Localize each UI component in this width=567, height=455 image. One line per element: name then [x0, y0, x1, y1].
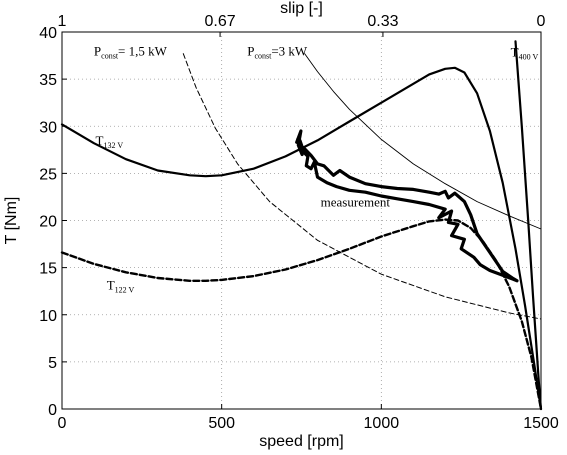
annotation-label: T122 V: [107, 277, 135, 294]
grid: [61, 31, 542, 410]
annotation-main: T: [511, 45, 519, 60]
y-tick-label: 40: [39, 25, 57, 42]
annotation-main: T: [107, 277, 115, 292]
annotation-subscript: 122 V: [115, 285, 135, 294]
annotation-label: T132 V: [96, 133, 124, 150]
annotation-main: T: [96, 133, 104, 148]
annotation-main: P: [247, 44, 254, 59]
y-tick-label: 5: [48, 355, 57, 372]
series-t-400v: [514, 40, 543, 411]
x-axis-title: speed [rpm]: [259, 433, 343, 450]
y-tick-label: 30: [39, 119, 57, 136]
annotation-main: P: [94, 44, 101, 59]
series-p-const-3kw: [304, 53, 542, 230]
annotation-main: measurement: [321, 194, 391, 209]
x-tick-label: 500: [208, 415, 235, 432]
series-measurement: [295, 129, 519, 283]
series-t-132v: [60, 66, 543, 411]
y-tick-label: 10: [39, 308, 57, 325]
top-axis-title: slip [-]: [280, 0, 323, 17]
y-axis-title: T [Nm]: [3, 197, 20, 245]
x-tick-label: 0: [58, 415, 67, 432]
series-p-const-1-5kw: [182, 53, 542, 320]
annotation-subscript: const: [254, 52, 272, 61]
annotation-subscript: 132 V: [103, 141, 123, 150]
top-tick-label: 1: [58, 13, 67, 30]
ticks: 0 500 1000 1500 0 5 10 15 20 25 30 35 401 0.67 0.33 0: [39, 13, 559, 432]
x-tick-label: 1000: [364, 415, 400, 432]
annotation-subscript: const: [101, 52, 119, 61]
annotation-label: Pconst=3 kW: [247, 44, 308, 61]
y-tick-label: 0: [48, 402, 57, 419]
annotation-label: measurement: [321, 194, 391, 209]
annotation-label: T400 V: [511, 45, 539, 62]
y-tick-label: 15: [39, 261, 57, 278]
y-tick-label: 20: [39, 214, 57, 231]
top-tick-label: 0: [537, 13, 546, 30]
x-tick-label: 1500: [523, 415, 559, 432]
top-tick-label: 0.33: [367, 13, 398, 30]
annotation-subscript: 400 V: [519, 53, 539, 62]
y-tick-label: 25: [39, 166, 57, 183]
annotation-rest: =3 kW: [271, 44, 308, 59]
y-tick-label: 35: [39, 72, 57, 89]
plot-frame: [61, 31, 542, 410]
top-tick-label: 0.67: [204, 13, 235, 30]
series-group: [60, 40, 543, 411]
annotation-rest: = 1,5 kW: [118, 44, 168, 59]
series-t-122v: [60, 218, 543, 411]
annotation-label: Pconst= 1,5 kW: [94, 44, 168, 61]
